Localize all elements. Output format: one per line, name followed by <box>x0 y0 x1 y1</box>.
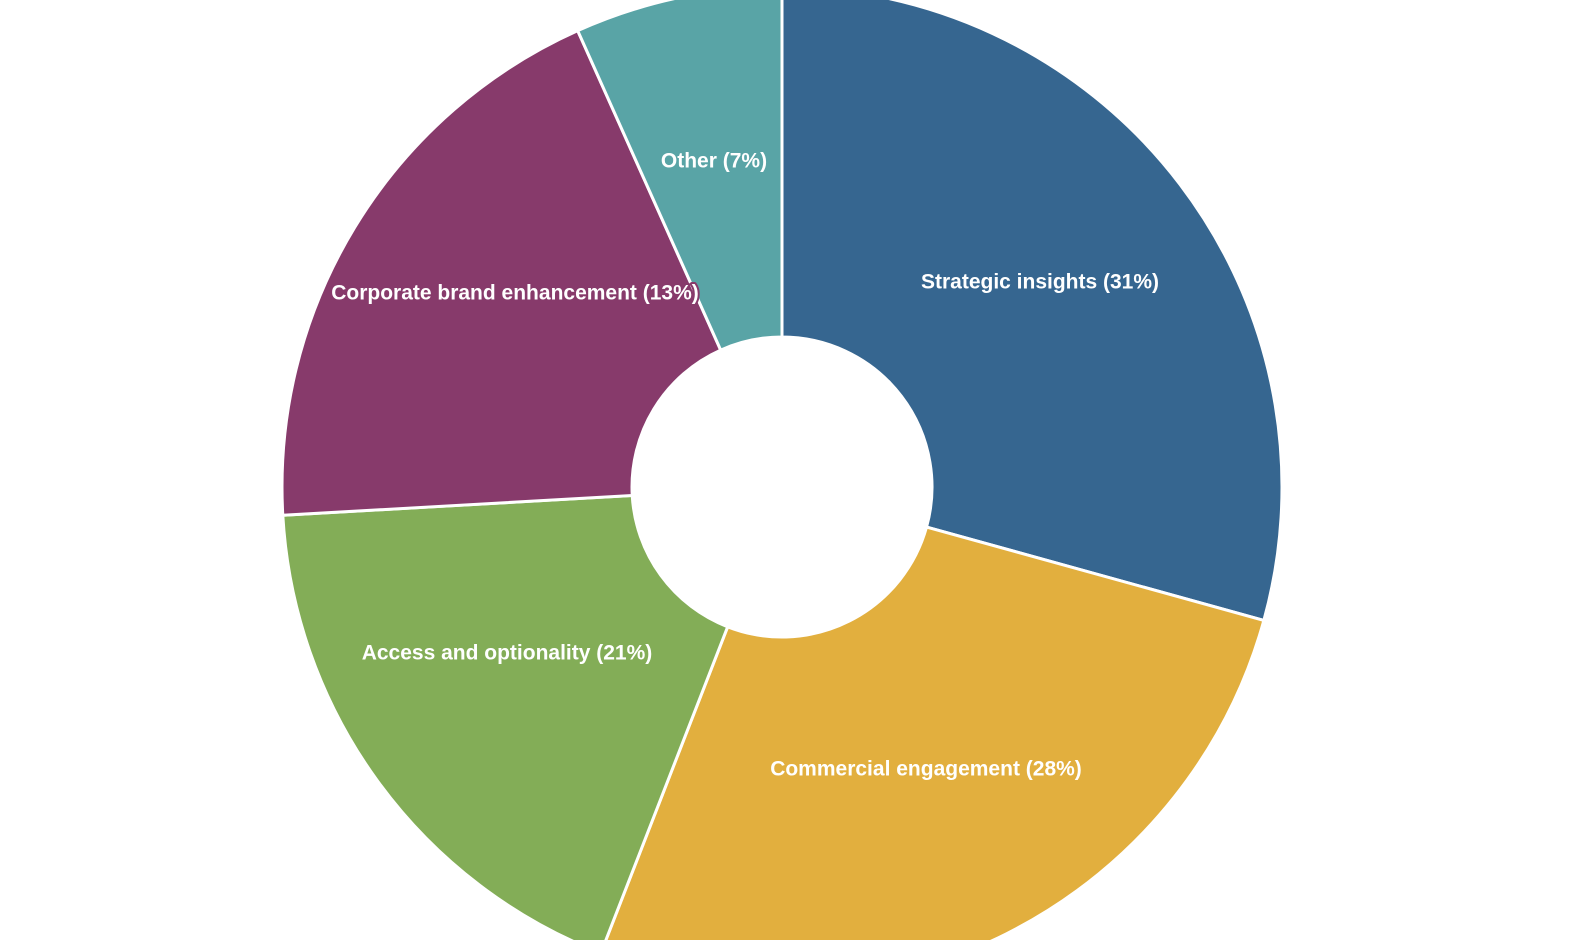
slice-strategic-insights <box>780 0 1284 623</box>
slice-labels: Strategic insights (31%) Commercial engag… <box>329 150 1159 781</box>
slice-label: Strategic insights (31%) <box>921 271 1159 294</box>
slice-commercial-engagement <box>604 525 1266 940</box>
slices <box>280 0 1284 940</box>
slice-label: Commercial engagement (28%) <box>770 758 1082 781</box>
slice-corporate-brand-enhancement <box>280 28 723 517</box>
slice-label: Other (7%) <box>661 150 767 173</box>
slice-other <box>575 0 784 353</box>
slice-label: Corporate brand enhancement (13%) <box>331 282 699 305</box>
slice-access-and-optionality <box>281 493 730 940</box>
slice-label: Access and optionality (21%) <box>362 642 653 665</box>
